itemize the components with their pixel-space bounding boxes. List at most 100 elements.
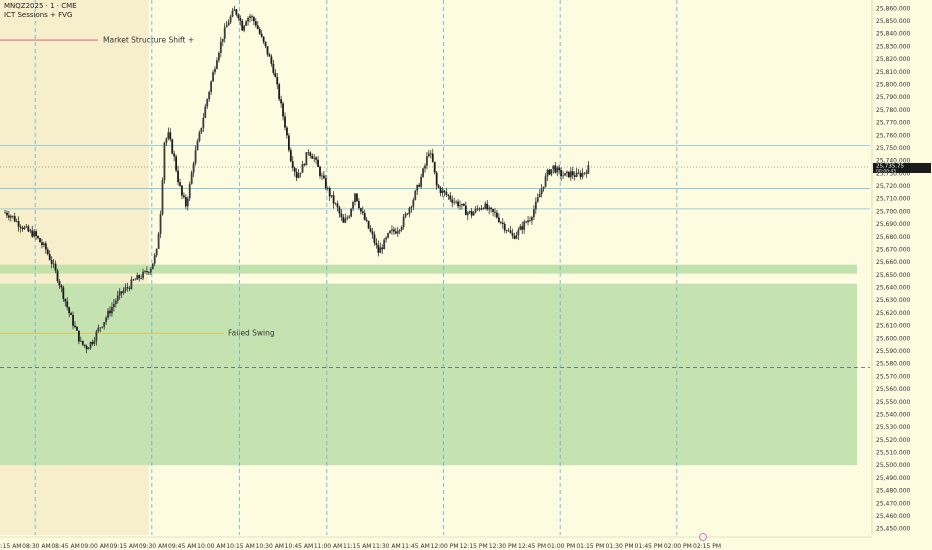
y-tick-label-11: 25,750.000 bbox=[876, 145, 911, 152]
candle-body bbox=[270, 56, 273, 64]
y-tick-label-33: 25,530.000 bbox=[876, 424, 911, 431]
candle-body bbox=[146, 271, 148, 273]
candle-body bbox=[503, 223, 506, 231]
candle-body bbox=[303, 164, 306, 166]
y-tick-label-39: 25,470.000 bbox=[876, 500, 911, 507]
candle-body bbox=[62, 287, 65, 299]
candle-body bbox=[427, 153, 430, 157]
candle-body bbox=[523, 221, 526, 230]
candle-body bbox=[426, 156, 428, 166]
candle-body bbox=[583, 172, 586, 174]
candle-body bbox=[247, 17, 249, 22]
candle-body bbox=[359, 208, 362, 212]
candle-body bbox=[575, 172, 578, 177]
candle-body bbox=[517, 229, 520, 236]
candle-body bbox=[138, 275, 141, 279]
x-tick-label-17: 12:30 PM bbox=[489, 543, 517, 550]
candle-body bbox=[17, 221, 20, 227]
candle-body bbox=[305, 152, 308, 166]
candle-body bbox=[330, 195, 333, 197]
candle-body bbox=[334, 203, 337, 205]
chart-title-block: MNQZ2025 · 1 · CME ICT Sessions + FVG bbox=[4, 2, 77, 20]
candle-body bbox=[112, 303, 115, 308]
candle-body bbox=[534, 201, 537, 210]
candle-body bbox=[379, 247, 382, 253]
candle-body bbox=[287, 135, 290, 151]
y-tick-label-2: 25,840.000 bbox=[876, 31, 911, 38]
candle-body bbox=[297, 173, 300, 178]
candle-body bbox=[202, 117, 205, 128]
x-tick-label-0: 08:15 AM bbox=[0, 543, 21, 550]
candle-body bbox=[190, 172, 193, 185]
x-tick-label-11: 11:00 AM bbox=[314, 543, 342, 550]
candle-body bbox=[210, 81, 213, 92]
candle-body bbox=[252, 17, 255, 22]
candle-body bbox=[153, 255, 156, 264]
candle-body bbox=[130, 279, 133, 289]
candle-body bbox=[184, 197, 187, 207]
candle-body bbox=[272, 63, 275, 73]
candle-body bbox=[198, 132, 201, 141]
candle-body bbox=[89, 342, 92, 348]
candle-body bbox=[567, 171, 570, 178]
candle-body bbox=[93, 340, 96, 344]
candle-body bbox=[352, 202, 354, 209]
candle-body bbox=[416, 184, 419, 191]
candle-body bbox=[219, 41, 222, 53]
candle-body bbox=[116, 295, 119, 301]
candle-body bbox=[350, 208, 353, 217]
candle-body bbox=[439, 187, 442, 193]
x-tick-label-9: 10:30 AM bbox=[256, 543, 284, 550]
candle-body bbox=[558, 167, 561, 171]
candle-body bbox=[214, 68, 216, 73]
candle-body bbox=[538, 193, 541, 198]
candle-body bbox=[227, 22, 230, 26]
candle-body bbox=[140, 278, 143, 279]
candle-body bbox=[363, 213, 366, 220]
x-tick-label-21: 01:30 PM bbox=[606, 543, 634, 550]
x-tick-label-4: 09:15 AM bbox=[110, 543, 138, 550]
candle-body bbox=[165, 138, 168, 143]
candle-body bbox=[470, 211, 473, 216]
y-tick-label-25: 25,610.000 bbox=[876, 323, 911, 330]
candle-body bbox=[157, 233, 160, 249]
y-tick-label-34: 25,520.000 bbox=[876, 437, 911, 444]
candle-body bbox=[260, 33, 263, 37]
candle-body bbox=[571, 171, 574, 176]
candle-body bbox=[424, 165, 426, 169]
candle-body bbox=[499, 222, 502, 223]
candle-body bbox=[212, 72, 214, 82]
candle-body bbox=[554, 165, 557, 173]
candle-body bbox=[507, 230, 510, 232]
candle-body bbox=[431, 153, 434, 162]
candle-body bbox=[29, 230, 32, 232]
x-tick-label-20: 01:15 PM bbox=[576, 543, 604, 550]
candle-body bbox=[435, 172, 438, 186]
candle-body bbox=[542, 186, 545, 189]
candle-body bbox=[552, 165, 555, 170]
candle-body bbox=[50, 259, 53, 264]
candle-body bbox=[91, 342, 94, 344]
candle-body bbox=[19, 226, 22, 228]
y-tick-label-17: 25,690.000 bbox=[876, 221, 911, 228]
candle-body bbox=[254, 21, 257, 26]
candle-body bbox=[464, 205, 467, 216]
y-tick-label-12: 25,740.000 bbox=[876, 158, 911, 165]
candle-body bbox=[311, 155, 314, 159]
candle-body bbox=[85, 346, 88, 350]
candle-body bbox=[163, 142, 166, 181]
candle-body bbox=[99, 327, 102, 329]
indicator-title: ICT Sessions + FVG bbox=[4, 11, 73, 19]
current-price-tag bbox=[873, 162, 931, 173]
candle-body bbox=[186, 198, 189, 207]
candle-body bbox=[451, 199, 454, 203]
event-marker-icon bbox=[699, 533, 707, 541]
candle-body bbox=[484, 203, 487, 209]
candle-body bbox=[233, 9, 236, 11]
symbol-title: MNQZ2025 · 1 · CME bbox=[4, 2, 77, 10]
candle-body bbox=[182, 195, 185, 198]
x-tick-label-1: 08:30 AM bbox=[22, 543, 50, 550]
x-tick-label-6: 09:45 AM bbox=[168, 543, 196, 550]
y-tick-label-16: 25,700.000 bbox=[876, 208, 911, 215]
